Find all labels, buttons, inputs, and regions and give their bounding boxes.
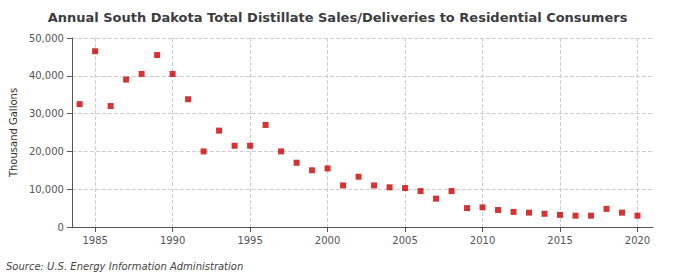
svg-text:1995: 1995: [237, 235, 262, 246]
svg-text:2015: 2015: [547, 235, 572, 246]
svg-text:2010: 2010: [470, 235, 495, 246]
svg-text:50,000: 50,000: [29, 33, 64, 44]
svg-text:Source: U.S. Energy Informatio: Source: U.S. Energy Information Administ…: [6, 261, 243, 272]
svg-text:Annual South Dakota Total Dist: Annual South Dakota Total Distillate Sal…: [48, 10, 628, 25]
svg-text:1990: 1990: [160, 235, 185, 246]
svg-text:1985: 1985: [82, 235, 107, 246]
svg-text:2020: 2020: [625, 235, 650, 246]
svg-text:20,000: 20,000: [29, 146, 64, 157]
svg-text:30,000: 30,000: [29, 108, 64, 119]
svg-text:2000: 2000: [315, 235, 340, 246]
svg-text:0: 0: [58, 222, 64, 233]
svg-text:40,000: 40,000: [29, 70, 64, 81]
svg-text:2005: 2005: [392, 235, 417, 246]
svg-text:Thousand Gallons: Thousand Gallons: [8, 88, 19, 178]
svg-text:10,000: 10,000: [29, 184, 64, 195]
